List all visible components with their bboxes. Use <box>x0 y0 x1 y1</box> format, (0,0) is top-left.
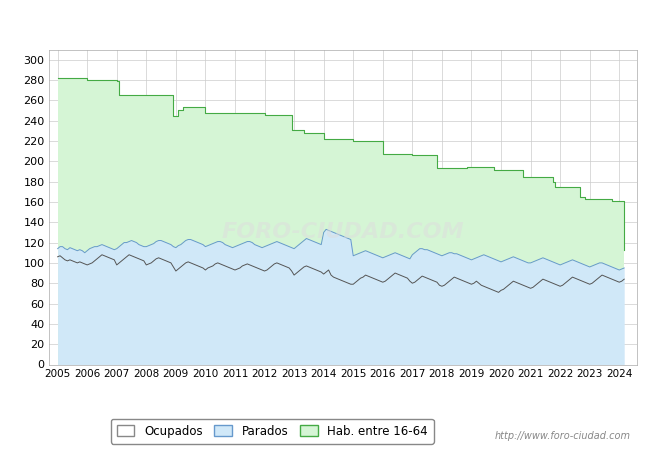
Text: http://www.foro-ciudad.com: http://www.foro-ciudad.com <box>495 431 630 441</box>
Text: FORO-CIUDAD.COM: FORO-CIUDAD.COM <box>222 222 464 242</box>
Text: Villademor de la Vega - Evolucion de la poblacion en edad de Trabajar Mayo de 20: Villademor de la Vega - Evolucion de la … <box>66 15 584 28</box>
Legend: Ocupados, Parados, Hab. entre 16-64: Ocupados, Parados, Hab. entre 16-64 <box>111 419 434 444</box>
